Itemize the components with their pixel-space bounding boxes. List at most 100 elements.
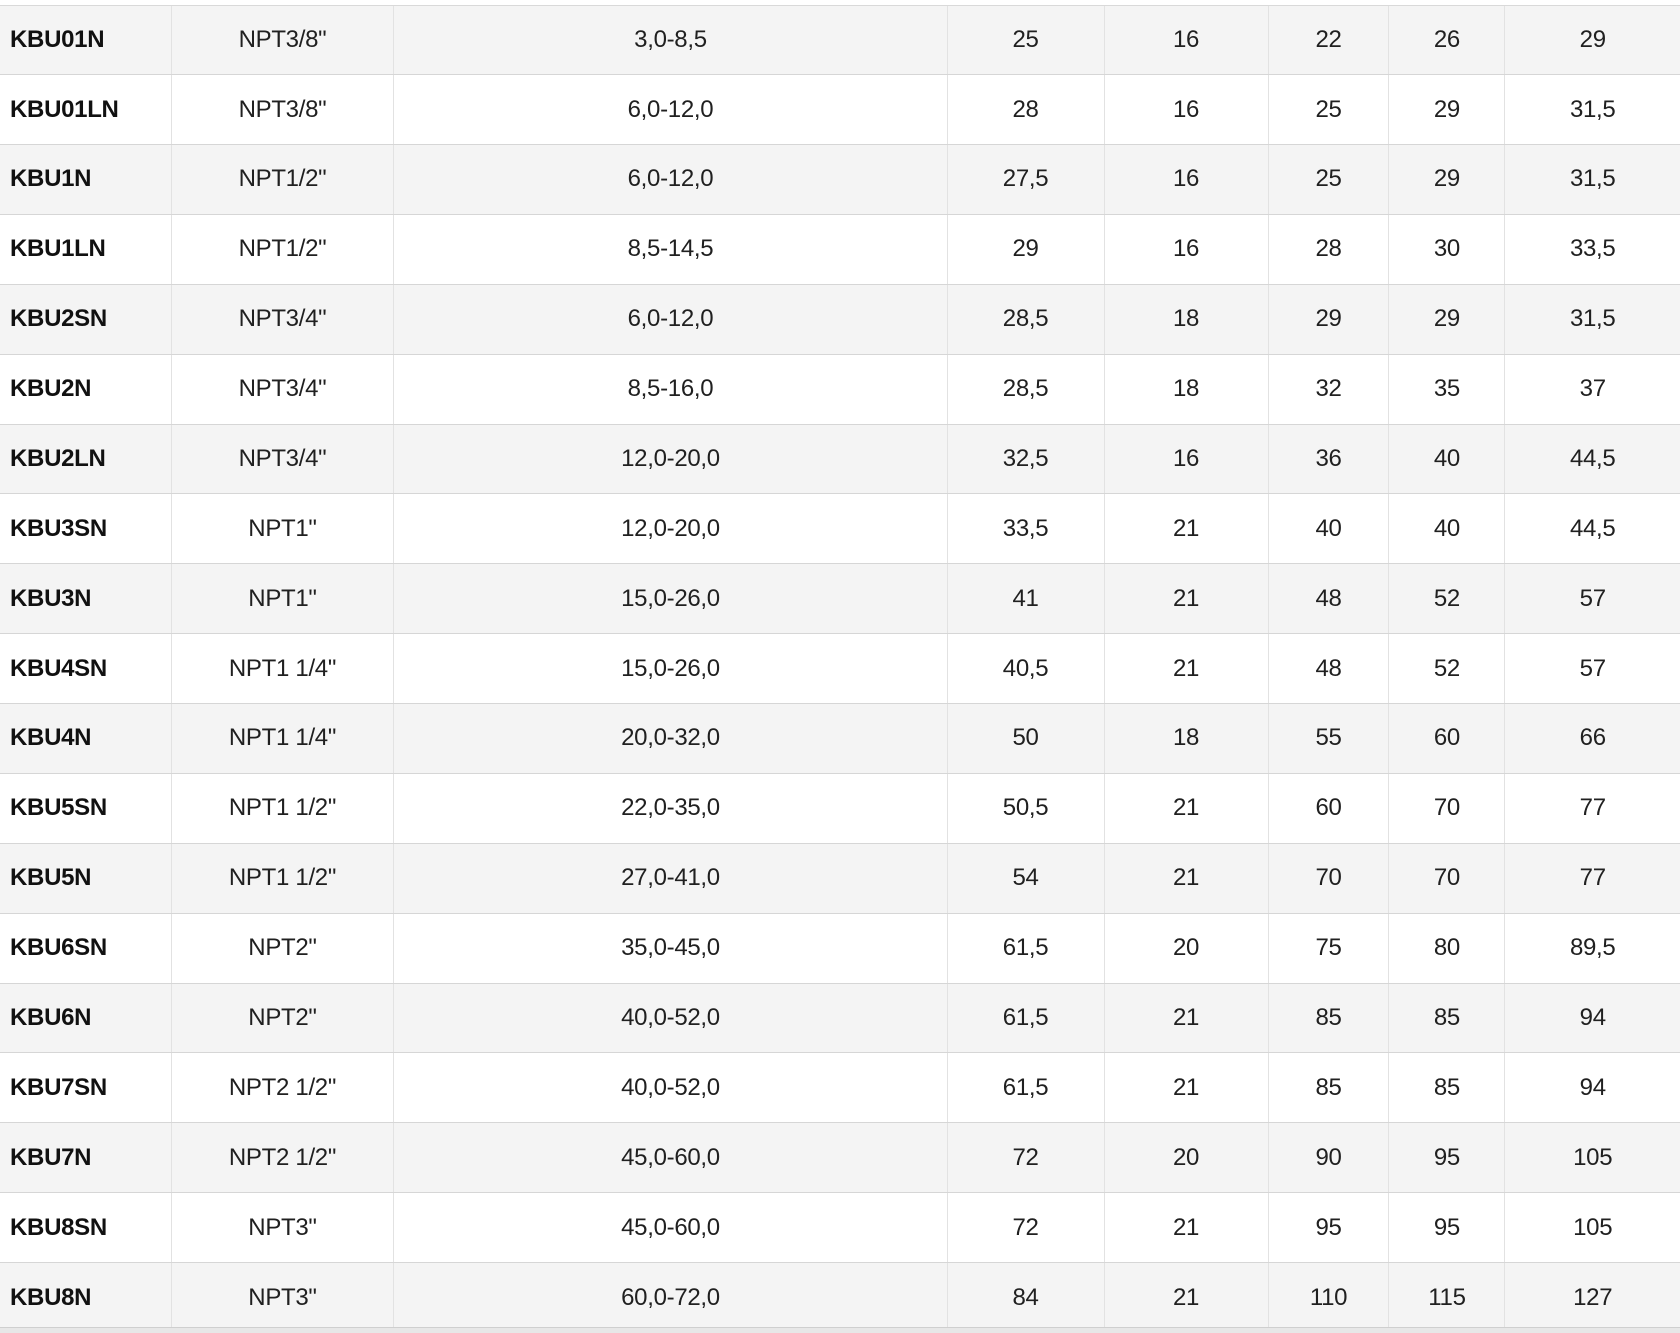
cell-dim-a: 40,5 (947, 633, 1105, 705)
cell-clamping-range: 12,0-20,0 (393, 424, 948, 495)
cell-dim-a: 61,5 (947, 913, 1105, 984)
cell-dim-d: 52 (1388, 633, 1506, 705)
cell-thread-size: NPT1 1/2" (171, 843, 395, 914)
cell-dim-a: 29 (947, 214, 1105, 285)
cell-dim-b: 16 (1104, 424, 1269, 495)
cell-dim-e: 57 (1504, 633, 1680, 705)
cell-clamping-range: 12,0-20,0 (393, 493, 948, 565)
cell-thread-size: NPT1 1/4" (171, 703, 395, 774)
cell-dim-e: 105 (1504, 1192, 1680, 1264)
cell-dim-a: 28,5 (947, 354, 1105, 425)
cell-dim-c: 60 (1268, 773, 1390, 844)
cell-dim-e: 44,5 (1504, 424, 1680, 495)
cell-clamping-range: 15,0-26,0 (393, 633, 948, 705)
cell-clamping-range: 45,0-60,0 (393, 1122, 948, 1194)
cell-thread-size: NPT3/8" (171, 74, 395, 146)
cell-clamping-range: 40,0-52,0 (393, 1052, 948, 1124)
cell-dim-c: 55 (1268, 703, 1390, 774)
cell-dim-d: 29 (1388, 144, 1506, 215)
cell-dim-d: 115 (1388, 1262, 1506, 1333)
cell-dim-b: 21 (1104, 983, 1269, 1054)
cell-thread-size: NPT3" (171, 1262, 395, 1333)
cell-dim-c: 85 (1268, 983, 1390, 1054)
cell-product-code: KBU2N (0, 354, 172, 425)
cell-dim-a: 28 (947, 74, 1105, 146)
table-row: KBU6SN NPT2" 35,0-45,0 61,5 20 75 80 89,5 (0, 913, 1680, 984)
cell-thread-size: NPT1/2" (171, 144, 395, 215)
table-row: KBU7N NPT2 1/2" 45,0-60,0 72 20 90 95 105 (0, 1122, 1680, 1194)
cell-product-code: KBU6N (0, 983, 172, 1054)
table-row: KBU01LN NPT3/8" 6,0-12,0 28 16 25 29 31,5 (0, 74, 1680, 146)
cell-dim-b: 21 (1104, 1052, 1269, 1124)
cell-product-code: KBU6SN (0, 913, 172, 984)
table-row: KBU2LN NPT3/4" 12,0-20,0 32,5 16 36 40 44,5 (0, 424, 1680, 495)
cell-thread-size: NPT1" (171, 563, 395, 635)
cell-dim-b: 21 (1104, 1192, 1269, 1264)
cell-product-code: KBU3SN (0, 493, 172, 565)
cell-dim-b: 21 (1104, 493, 1269, 565)
cell-dim-b: 18 (1104, 284, 1269, 355)
table-row: KBU2N NPT3/4" 8,5-16,0 28,5 18 32 35 37 (0, 354, 1680, 425)
table-row: KBU1LN NPT1/2" 8,5-14,5 29 16 28 30 33,5 (0, 214, 1680, 285)
cell-product-code: KBU4SN (0, 633, 172, 705)
cell-clamping-range: 3,0-8,5 (393, 6, 948, 76)
cell-dim-a: 27,5 (947, 144, 1105, 215)
cell-dim-b: 20 (1104, 1122, 1269, 1194)
cell-thread-size: NPT3" (171, 1192, 395, 1264)
cell-product-code: KBU01LN (0, 74, 172, 146)
cell-dim-a: 33,5 (947, 493, 1105, 565)
table-row: KBU6N NPT2" 40,0-52,0 61,5 21 85 85 94 (0, 983, 1680, 1054)
table-row: KBU01N NPT3/8" 3,0-8,5 25 16 22 26 29 (0, 6, 1680, 76)
cell-dim-b: 21 (1104, 843, 1269, 914)
cell-dim-e: 33,5 (1504, 214, 1680, 285)
cell-dim-b: 21 (1104, 1262, 1269, 1333)
cell-dim-e: 77 (1504, 843, 1680, 914)
cell-dim-a: 54 (947, 843, 1105, 914)
cell-dim-d: 85 (1388, 983, 1506, 1054)
cell-dim-b: 16 (1104, 214, 1269, 285)
cell-dim-a: 61,5 (947, 983, 1105, 1054)
cell-clamping-range: 8,5-14,5 (393, 214, 948, 285)
cell-dim-b: 21 (1104, 633, 1269, 705)
table-bottom-edge (0, 1327, 1680, 1333)
table-row: KBU4SN NPT1 1/4" 15,0-26,0 40,5 21 48 52 57 (0, 633, 1680, 705)
cell-thread-size: NPT2 1/2" (171, 1052, 395, 1124)
cell-dim-b: 16 (1104, 144, 1269, 215)
cell-thread-size: NPT2" (171, 983, 395, 1054)
cell-clamping-range: 6,0-12,0 (393, 144, 948, 215)
cell-dim-c: 36 (1268, 424, 1390, 495)
cell-clamping-range: 22,0-35,0 (393, 773, 948, 844)
cell-dim-d: 95 (1388, 1122, 1506, 1194)
cell-thread-size: NPT1 1/4" (171, 633, 395, 705)
cell-dim-e: 29 (1504, 6, 1680, 76)
cell-thread-size: NPT3/4" (171, 424, 395, 495)
cell-dim-d: 60 (1388, 703, 1506, 774)
cell-product-code: KBU4N (0, 703, 172, 774)
table-row: KBU2SN NPT3/4" 6,0-12,0 28,5 18 29 29 31,5 (0, 284, 1680, 355)
cell-dim-e: 31,5 (1504, 284, 1680, 355)
cell-dim-d: 52 (1388, 563, 1506, 635)
cell-dim-d: 35 (1388, 354, 1506, 425)
cell-product-code: KBU3N (0, 563, 172, 635)
cell-dim-b: 21 (1104, 563, 1269, 635)
cell-thread-size: NPT1" (171, 493, 395, 565)
cell-dim-b: 18 (1104, 354, 1269, 425)
cell-dim-a: 32,5 (947, 424, 1105, 495)
cell-thread-size: NPT3/4" (171, 354, 395, 425)
cell-thread-size: NPT1/2" (171, 214, 395, 285)
cell-dim-e: 127 (1504, 1262, 1680, 1333)
cell-dim-e: 77 (1504, 773, 1680, 844)
cell-dim-c: 25 (1268, 74, 1390, 146)
cell-dim-d: 85 (1388, 1052, 1506, 1124)
cell-clamping-range: 40,0-52,0 (393, 983, 948, 1054)
cell-product-code: KBU2LN (0, 424, 172, 495)
cell-dim-a: 50 (947, 703, 1105, 774)
cell-thread-size: NPT2 1/2" (171, 1122, 395, 1194)
cell-dim-b: 18 (1104, 703, 1269, 774)
cell-dim-c: 22 (1268, 6, 1390, 76)
cell-dim-c: 75 (1268, 913, 1390, 984)
cell-product-code: KBU5SN (0, 773, 172, 844)
cell-clamping-range: 6,0-12,0 (393, 74, 948, 146)
cell-dim-a: 25 (947, 6, 1105, 76)
cell-dim-d: 80 (1388, 913, 1506, 984)
